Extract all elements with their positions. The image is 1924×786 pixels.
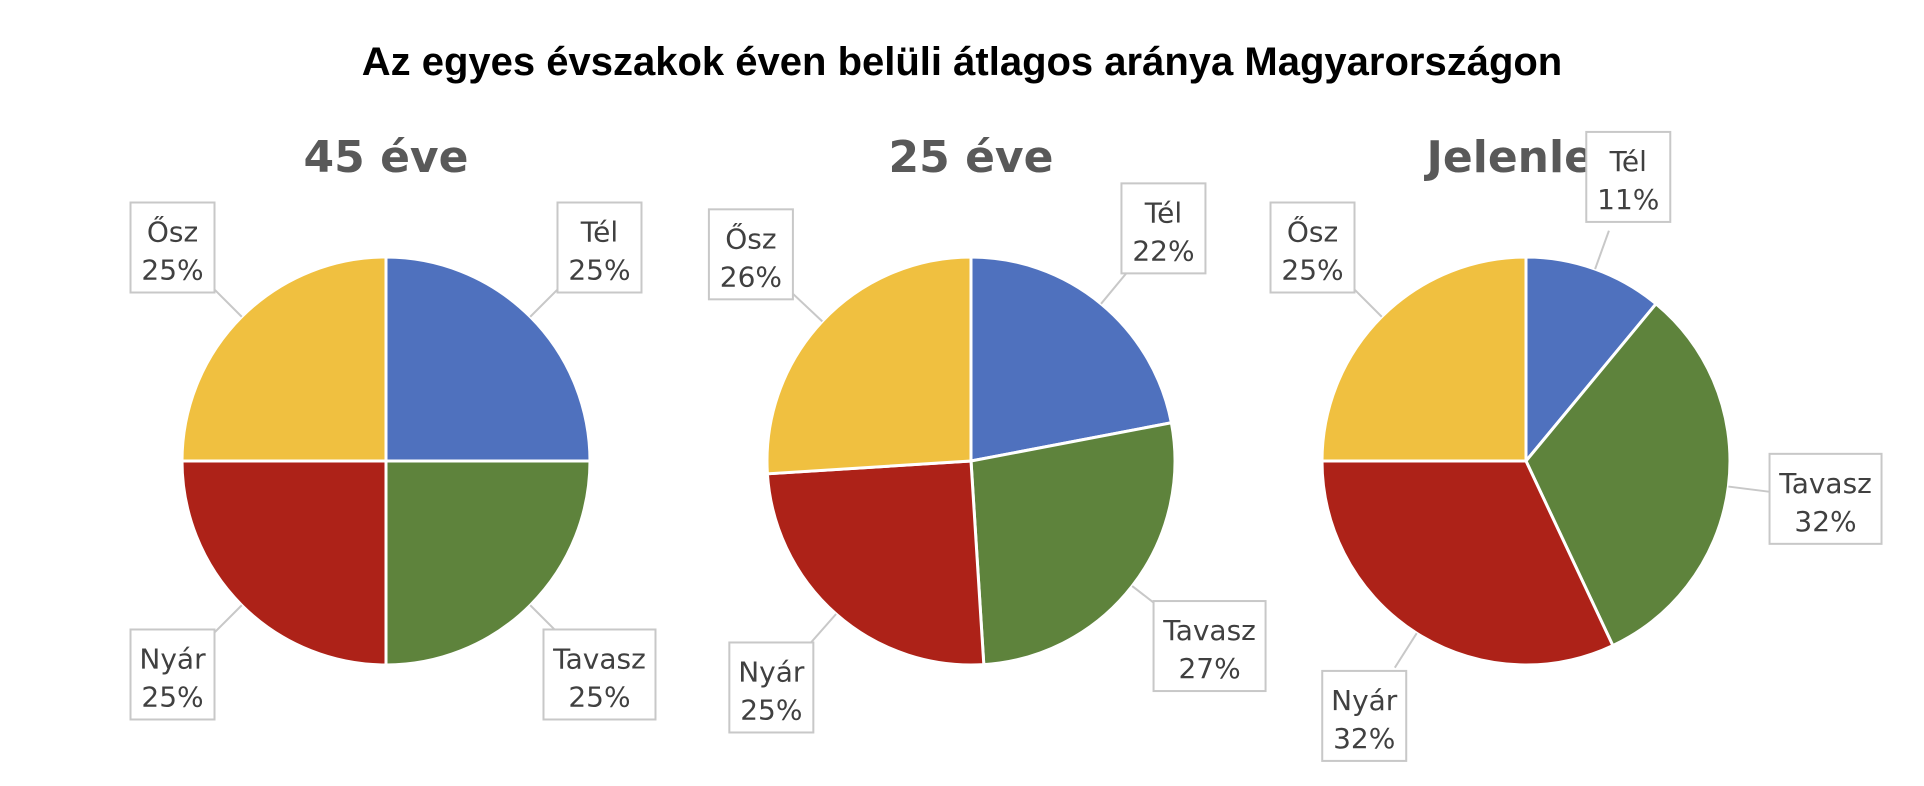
slice-label: Ősz	[1287, 215, 1338, 249]
callout-box	[707, 208, 794, 301]
slice-value: 25%	[141, 680, 203, 713]
slice-label: Nyár	[738, 655, 805, 688]
callout-box	[1152, 600, 1267, 693]
pie-slice-osz	[180, 255, 388, 463]
pie-chart-45-eve: 45 éve Tél 25% Tavasz 25% Nyár 25% Ősz 25%	[129, 132, 657, 721]
slice-label: Ősz	[725, 221, 776, 255]
slice-value: 25%	[568, 680, 630, 713]
pie-slice-tavasz	[969, 421, 1177, 667]
pie-slice-tavasz	[1524, 301, 1732, 648]
slice-label: Ősz	[147, 215, 198, 249]
slice-value: 25%	[568, 254, 630, 287]
callout-pointer	[1393, 632, 1418, 669]
callout-pointer	[529, 287, 560, 318]
slice-value: 26%	[720, 260, 782, 293]
pie-slice-tavasz	[384, 459, 592, 667]
data-label-nyar: Nyár 25%	[129, 604, 243, 721]
pie-slice-osz	[1320, 255, 1528, 463]
slice-label: Nyár	[1331, 684, 1398, 717]
pie-slice-nyar	[765, 459, 986, 667]
data-label-tel: Tél 22%	[1100, 182, 1207, 305]
data-label-tavasz: Tavasz 27%	[1131, 585, 1267, 693]
callout-box	[129, 628, 216, 721]
slice-label: Nyár	[139, 642, 206, 675]
slice-label: Tél	[1144, 196, 1182, 229]
slice-label: Tavasz	[1778, 467, 1872, 500]
pie-slice-nyar	[1320, 459, 1615, 667]
data-label-osz: Ősz 25%	[129, 201, 243, 318]
data-label-nyar: Nyár 32%	[1321, 632, 1418, 762]
pie-title: 25 éve	[889, 132, 1054, 183]
pie-chart-25-eve: 25 éve Tél 22% Tavasz 27% Nyár 25% Ősz 26%	[707, 132, 1267, 734]
callout-pointer	[1594, 230, 1610, 270]
callout-box	[542, 628, 657, 721]
data-label-tavasz: Tavasz 32%	[1728, 452, 1883, 545]
callout-box	[1269, 201, 1356, 294]
slice-value: 32%	[1333, 722, 1395, 755]
data-label-osz: Ősz 26%	[707, 208, 823, 323]
data-label-tel: Tél 25%	[529, 201, 643, 318]
callout-box	[556, 201, 643, 294]
slice-value: 27%	[1178, 652, 1240, 685]
pie-title: 45 éve	[304, 132, 469, 183]
callout-box	[1321, 669, 1408, 762]
data-label-osz: Ősz 25%	[1269, 201, 1383, 318]
callout-box	[728, 641, 815, 734]
callout-pointer	[791, 292, 823, 323]
callout-pointer	[1352, 287, 1383, 318]
data-label-tel: Tél 11%	[1585, 130, 1672, 270]
slice-label: Tél	[580, 216, 618, 249]
slice-value: 25%	[141, 254, 203, 287]
slice-value: 22%	[1132, 234, 1194, 267]
chart-main-title: Az egyes évszakok éven belüli átlagos ar…	[361, 40, 1563, 84]
callout-box	[129, 201, 216, 294]
callout-pointer	[808, 613, 837, 646]
callout-pointer	[1728, 485, 1769, 493]
callout-box	[1585, 130, 1672, 223]
pie-slice-osz	[765, 255, 973, 476]
data-label-tavasz: Tavasz 25%	[529, 604, 657, 721]
callout-box	[1768, 452, 1883, 545]
pie-slice-tel	[384, 255, 592, 463]
slice-value: 32%	[1794, 505, 1856, 538]
callout-box	[1120, 182, 1207, 275]
pie-slice-nyar	[180, 459, 388, 667]
data-label-nyar: Nyár 25%	[728, 613, 837, 734]
slice-value: 25%	[1281, 254, 1343, 287]
slice-value: 25%	[740, 693, 802, 726]
slice-label: Tavasz	[552, 642, 646, 675]
slice-label: Tél	[1609, 145, 1647, 178]
slice-value: 11%	[1597, 183, 1659, 216]
pie-slice-tel	[1524, 255, 1659, 466]
callout-pointer	[1100, 271, 1128, 305]
callout-pointer	[212, 287, 243, 318]
slice-label: Tavasz	[1162, 614, 1256, 647]
callout-pointer	[212, 604, 243, 635]
